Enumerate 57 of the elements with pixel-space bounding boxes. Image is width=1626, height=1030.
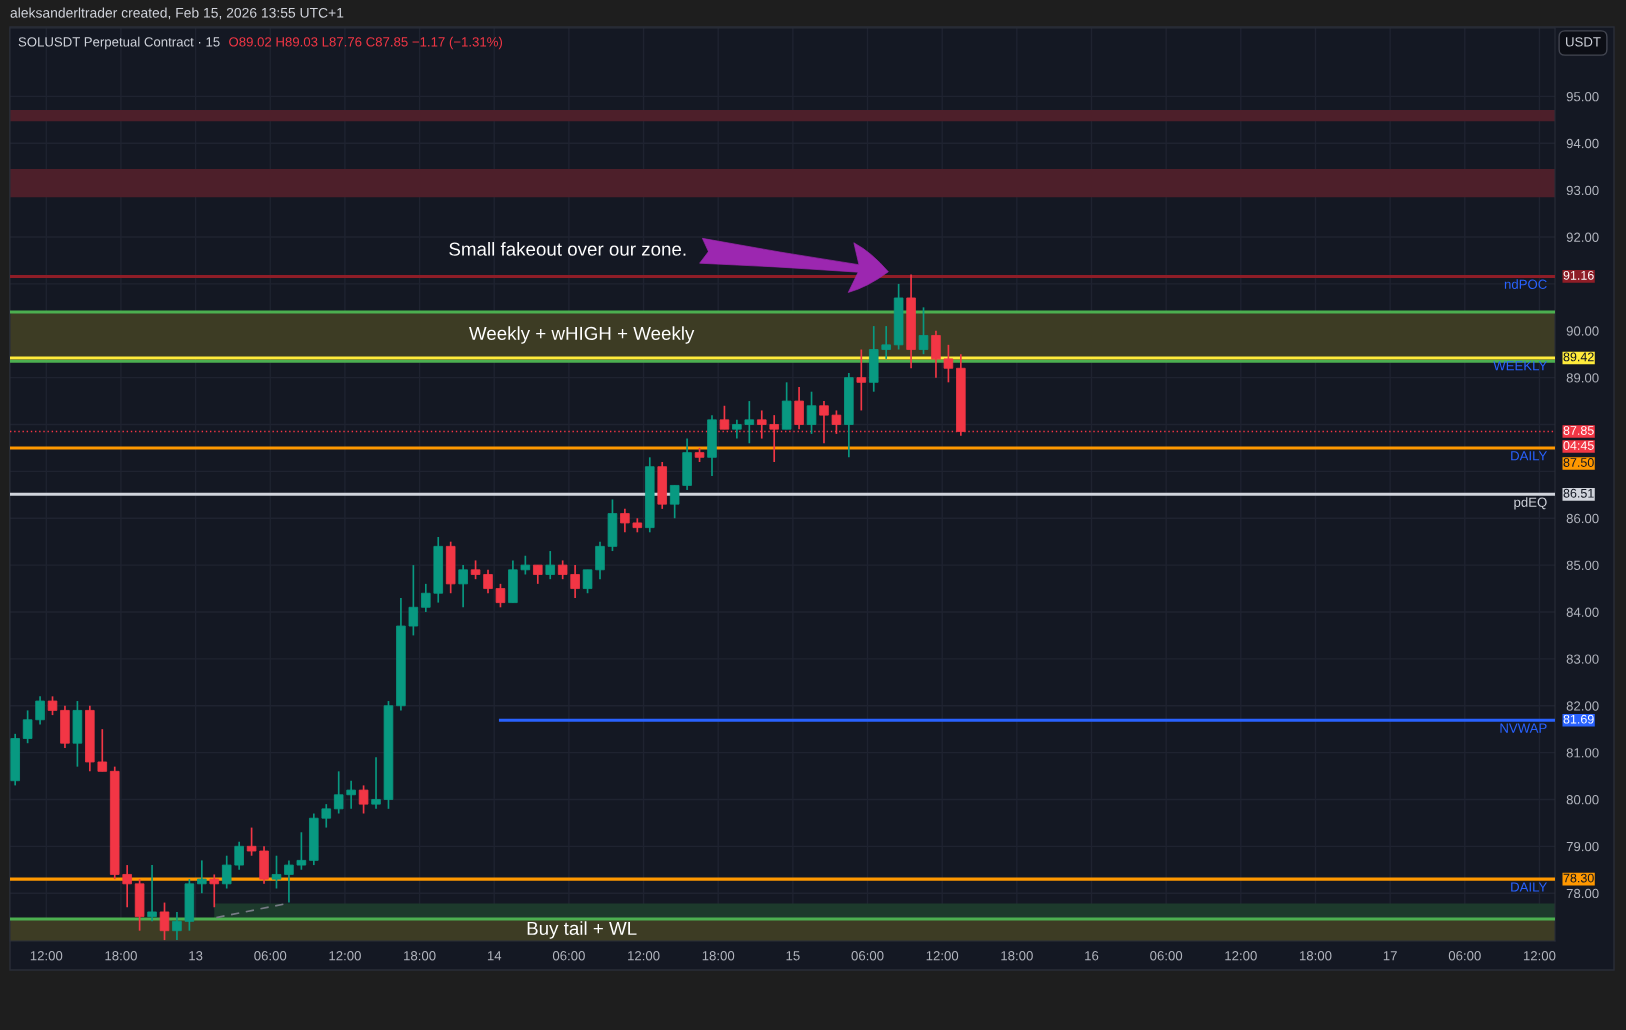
x-tick-label: 17 <box>1383 951 1397 961</box>
legend-label: pdEQ <box>1514 497 1547 510</box>
y-tick-label: 78.00 <box>1566 888 1599 899</box>
x-tick-label: 15 <box>786 951 800 961</box>
legend-label: DAILY <box>1511 882 1547 892</box>
y-tick-label: 90.00 <box>1566 326 1599 336</box>
x-tick-label: 06:00 <box>1448 951 1481 961</box>
y-tick-label: 82.00 <box>1566 701 1599 711</box>
x-tick-label: 06:00 <box>851 951 884 961</box>
y-tick-label: 83.00 <box>1566 654 1599 664</box>
x-tick-label: 18:00 <box>404 951 436 961</box>
legend-label: ndPOC <box>1504 279 1547 289</box>
y-tick-label: 94.00 <box>1566 138 1599 149</box>
y-tick-label: 80.00 <box>1566 795 1599 805</box>
y-tick-label: 95.00 <box>1566 92 1599 102</box>
legend-label: DAILY <box>1511 451 1547 461</box>
x-tick-label: 18:00 <box>105 951 137 961</box>
y-tick-label: 85.00 <box>1566 560 1599 571</box>
y-tick-label: 84.00 <box>1566 607 1599 617</box>
legend-label: WEEKLY <box>1493 361 1547 371</box>
y-tick-label: 86.00 <box>1566 513 1599 524</box>
data-label: 78.30 <box>1563 873 1594 883</box>
y-tick-label: 89.00 <box>1566 373 1599 383</box>
text: aleksanderltrader created, Feb 15, 2026 13:55 UTC+1 <box>10 7 344 20</box>
y-tick-label: 79.00 <box>1566 841 1599 852</box>
x-tick-label: 14 <box>487 951 502 961</box>
text: O89.02 H89.03 L87.76 C87.85 −1.17 (−1.31%) <box>229 36 503 50</box>
text: SOLUSDT Perpetual Contract · 15 <box>18 36 220 50</box>
text: 04:45 <box>1563 441 1594 450</box>
legend-label: NVWAP <box>1500 723 1547 733</box>
data-label: 86.51 <box>1563 488 1594 498</box>
y-tick-label: 93.00 <box>1566 185 1599 196</box>
x-tick-label: 13 <box>189 951 203 961</box>
data-label: 89.42 <box>1563 352 1594 362</box>
x-tick-label: 12:00 <box>30 951 63 961</box>
band-label: Weekly + wHIGH + Weekly <box>469 326 695 344</box>
x-tick-label: 12:00 <box>926 951 959 961</box>
x-tick-label: 06:00 <box>254 951 287 961</box>
data-label: 81.69 <box>1563 714 1594 724</box>
data-label: 91.16 <box>1563 270 1594 280</box>
x-tick-label: 18:00 <box>702 951 735 961</box>
x-tick-label: 06:00 <box>552 951 585 961</box>
x-tick-label: 06:00 <box>1150 951 1183 961</box>
x-tick-label: 12:00 <box>628 951 660 961</box>
x-tick-label: 18:00 <box>1299 951 1332 961</box>
y-tick-label: 81.00 <box>1566 748 1599 758</box>
text: USDT <box>1566 37 1601 47</box>
band-label: Buy tail + WL <box>527 921 637 939</box>
y-tick-label: 92.00 <box>1566 232 1599 242</box>
data-label: 87.50 <box>1563 458 1594 467</box>
x-tick-label: 18:00 <box>1001 951 1033 961</box>
x-tick-label: 12:00 <box>1225 951 1257 961</box>
data-label: 87.85 <box>1563 426 1594 435</box>
x-tick-label: 16 <box>1085 951 1099 961</box>
annotation: Small fakeout over our zone. <box>449 242 686 256</box>
x-tick-label: 12:00 <box>329 951 361 961</box>
x-tick-label: 12:00 <box>1523 951 1556 961</box>
